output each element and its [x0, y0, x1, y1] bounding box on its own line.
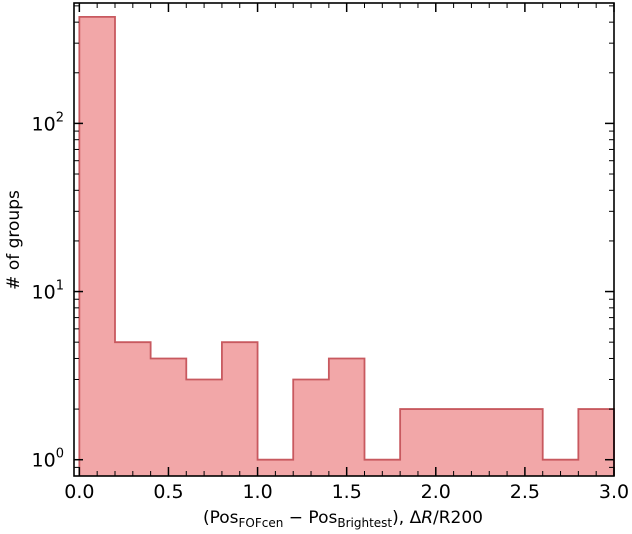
- y-tick-labels: 100 101 102: [32, 110, 64, 471]
- histogram-bar: [79, 17, 115, 476]
- x-tick-label: 1.0: [242, 481, 272, 503]
- x-tick-label: 1.5: [332, 481, 362, 503]
- plot-frame: [73, 2, 615, 477]
- histogram-bar: [222, 342, 258, 476]
- histogram-bar: [115, 342, 151, 476]
- histogram-bar: [329, 358, 365, 476]
- histogram-bar: [507, 409, 543, 476]
- histogram-bar: [578, 409, 614, 476]
- histogram-outline: [78, 15, 615, 476]
- x-tick-label: 3.0: [599, 481, 629, 503]
- x-axis-label: (PosFOFcen − PosBrightest), ΔR/R200: [203, 508, 483, 530]
- x-tick-label: 2.5: [510, 481, 540, 503]
- y-tick-label: 102: [32, 110, 64, 135]
- histogram-bar: [293, 379, 329, 476]
- histogram-bar: [186, 379, 222, 476]
- x-tick-label: 0.5: [153, 481, 183, 503]
- x-tick-labels: 0.0 0.5 1.0 1.5 2.0 2.5 3.0: [64, 481, 629, 503]
- y-tick-label: 101: [32, 279, 64, 304]
- histogram-bar: [436, 409, 472, 476]
- histogram-bar: [151, 358, 187, 476]
- histogram-bars: [78, 15, 615, 477]
- x-tick-label: 0.0: [64, 481, 94, 503]
- histogram-fill: [79, 16, 614, 477]
- histogram-bar: [400, 409, 436, 476]
- histogram-bar: [471, 409, 507, 476]
- x-tick-label: 2.0: [421, 481, 451, 503]
- y-axis-label: # of groups: [4, 190, 24, 290]
- y-tick-label: 100: [32, 447, 64, 472]
